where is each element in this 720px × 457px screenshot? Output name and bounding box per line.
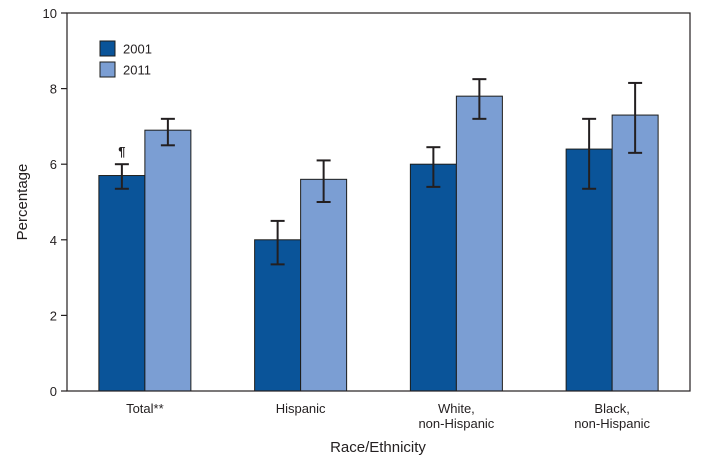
bar-2001-0	[98, 175, 146, 392]
legend-swatch-2011	[99, 61, 116, 78]
y-axis: 0 2 4 6 8 10	[43, 6, 67, 399]
x-tick-label-1-0: Hispanic	[276, 401, 326, 416]
annotation-0: ¶	[118, 144, 125, 159]
y-tick-label: 8	[50, 82, 57, 97]
x-axis: Total** Hispanic White,non-HispanicBlack,n…	[126, 401, 650, 431]
x-tick-label-0-0: Total**	[126, 401, 164, 416]
bar-2011-0	[144, 129, 192, 392]
x-tick-label-2-1: non-Hispanic	[418, 416, 494, 431]
x-tick-label-3-1: non-Hispanic	[574, 416, 650, 431]
bar-2011-1	[300, 178, 348, 392]
x-tick-label-2-0: White,	[438, 401, 475, 416]
legend-label-2001: 2001	[123, 42, 152, 57]
legend: 2001 2011	[99, 40, 152, 78]
y-tick-label: 6	[50, 157, 57, 172]
legend-swatch-2001	[99, 40, 116, 57]
y-tick-label: 0	[50, 384, 57, 399]
y-tick-label: 10	[43, 6, 57, 21]
y-axis-title: Percentage	[14, 164, 31, 241]
x-axis-title: Race/Ethnicity	[330, 439, 426, 456]
legend-label-2011: 2011	[123, 63, 151, 78]
plot-frame	[66, 12, 691, 392]
y-tick-label: 4	[50, 233, 57, 248]
bar-2011-2	[455, 95, 503, 392]
error-bars-layer: ¶	[114, 78, 643, 266]
bars-layer	[98, 95, 659, 392]
x-tick-label-3-0: Black,	[594, 401, 629, 416]
bar-2001-2	[409, 163, 457, 392]
bar-2011-3	[611, 114, 659, 392]
y-tick-label: 2	[50, 308, 57, 323]
